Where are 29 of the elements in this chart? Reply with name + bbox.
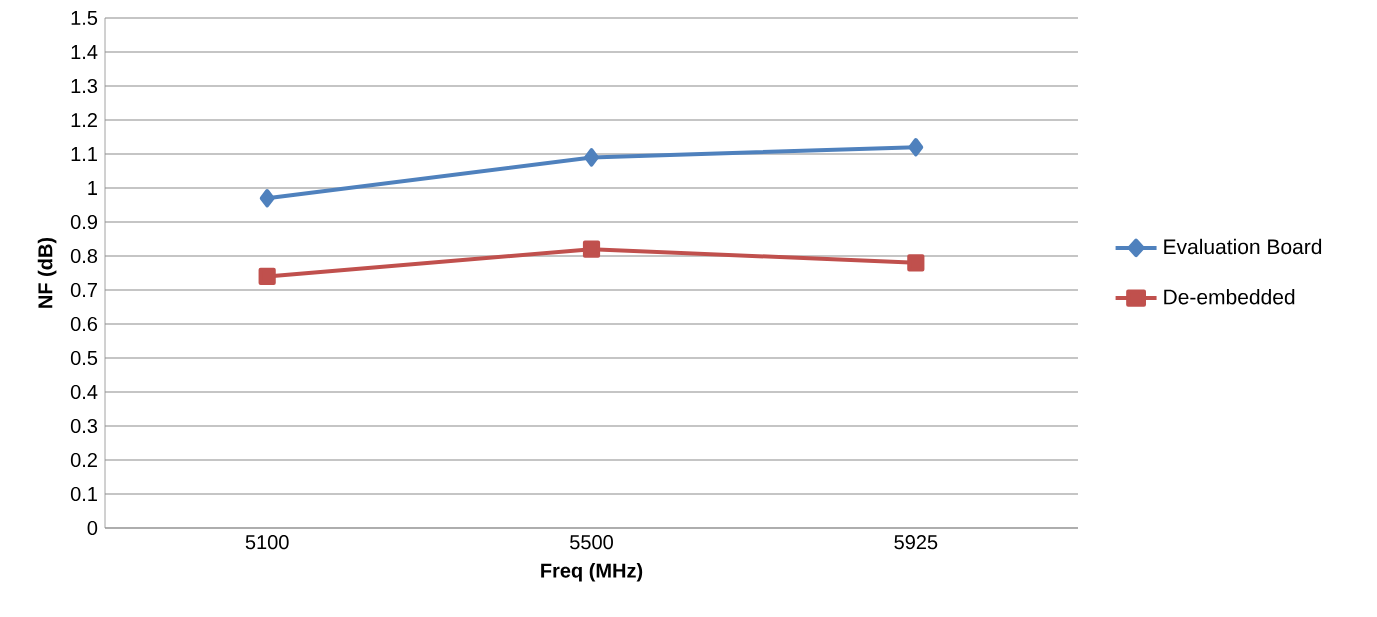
x-axis-title: Freq (MHz): [541, 562, 643, 582]
y-tick-label: 0.7: [70, 282, 97, 298]
point: [582, 240, 601, 258]
legend-label: De-embedded: [1164, 289, 1295, 305]
y-tick-label: 0.3: [70, 418, 98, 434]
y-tick-label: 0.9: [70, 214, 98, 230]
y-tick-label: 1.2: [71, 113, 97, 127]
y-tick-label: 0.1: [70, 486, 97, 502]
y-tick-label: 1: [88, 181, 97, 195]
y-tick-label: 0: [87, 520, 98, 536]
y-tick-label: 1.4: [71, 45, 98, 59]
x-tick-label: 5100: [245, 535, 289, 550]
y-tick-label: 1.1: [71, 147, 97, 161]
y-tick-label: 0.2: [70, 452, 97, 468]
y-tick-label: 1.3: [71, 78, 98, 94]
x-tick-label: 5500: [570, 535, 613, 550]
point: [584, 148, 599, 167]
legend-label: Evaluation Board: [1164, 238, 1322, 255]
y-tick-label: 0.4: [70, 384, 98, 400]
y-tick-label: 0.8: [70, 248, 98, 264]
point: [258, 267, 276, 285]
y-axis-title: NF (dB): [37, 237, 57, 308]
y-tick-label: 0.5: [70, 350, 98, 366]
x-tick-label: 5925: [894, 535, 938, 550]
y-tick-label: 0.6: [70, 316, 98, 332]
y-tick-label: 1.5: [71, 11, 98, 25]
point: [908, 138, 924, 157]
point: [907, 254, 925, 272]
point: [259, 189, 275, 208]
